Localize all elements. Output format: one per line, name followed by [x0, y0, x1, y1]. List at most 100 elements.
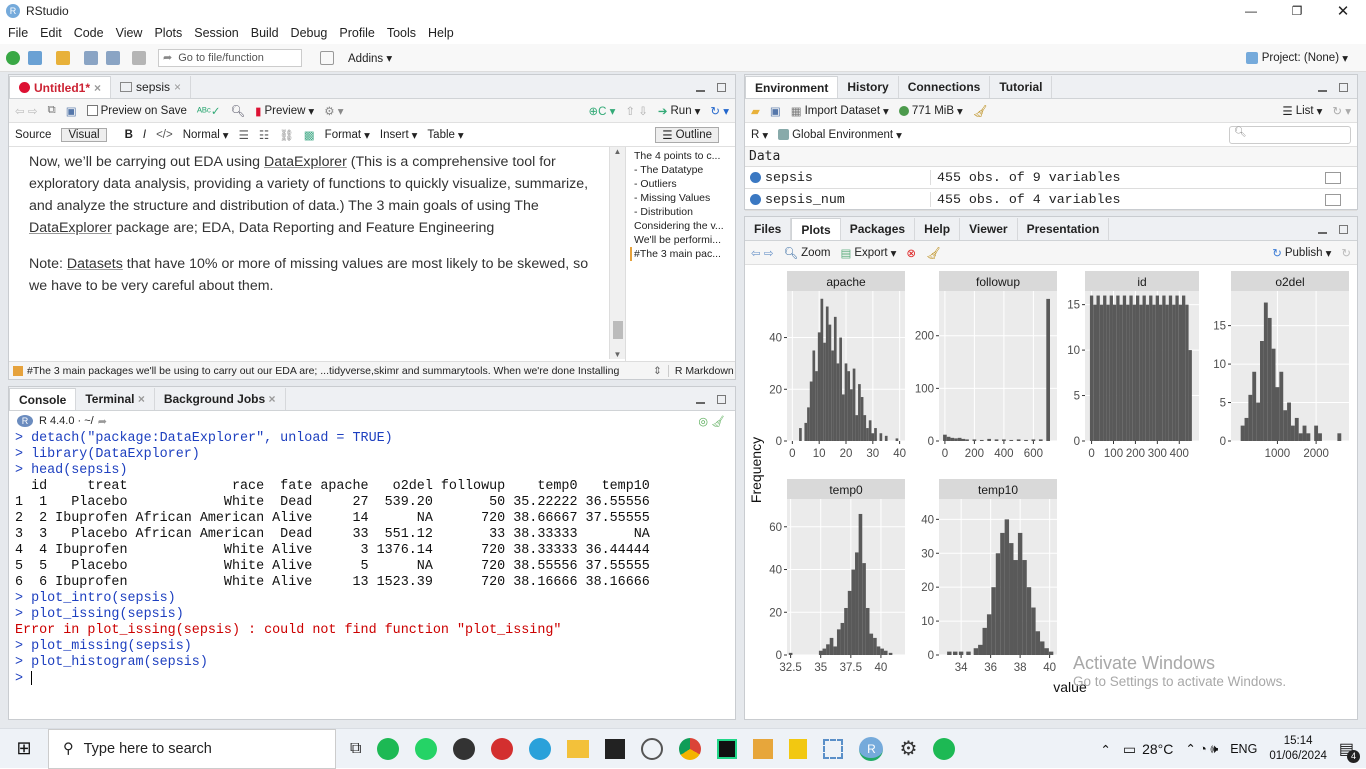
- memory-usage[interactable]: 771 MiB ▾: [898, 104, 963, 118]
- network-icon[interactable]: ⌃ ◔ 🕪︎: [1185, 742, 1219, 756]
- settings-gear-icon[interactable]: ⚙ ▾: [324, 105, 344, 118]
- clock-app-icon[interactable]: [641, 737, 664, 760]
- tab-history[interactable]: History: [838, 76, 899, 98]
- power-bi-icon[interactable]: [789, 738, 808, 759]
- format-menu[interactable]: Format ▾: [324, 128, 370, 142]
- outline-item[interactable]: #The 3 main pac...: [630, 247, 735, 261]
- visual-mode-button[interactable]: Visual: [61, 127, 107, 142]
- find-icon[interactable]: 🔍︎: [230, 105, 246, 118]
- link-icon[interactable]: ⛓: [279, 129, 294, 142]
- scroll-thumb[interactable]: [613, 321, 623, 339]
- whatsapp-icon[interactable]: [415, 737, 438, 760]
- outline-item[interactable]: - Distribution: [634, 206, 693, 218]
- menu-session[interactable]: Session: [194, 26, 239, 40]
- menu-help[interactable]: Help: [428, 26, 454, 40]
- maximize-pane-icon[interactable]: [717, 395, 726, 404]
- view-table-icon[interactable]: [1325, 171, 1341, 184]
- project-menu[interactable]: Project: (None) ▾: [1245, 51, 1348, 65]
- console-output[interactable]: > detach("package:DataExplorer", unload …: [9, 431, 735, 717]
- tab-viewer[interactable]: Viewer: [960, 218, 1018, 240]
- outline-button[interactable]: ☰ Outline: [655, 126, 719, 143]
- prev-plot-icon[interactable]: ⇦ ⇨: [751, 247, 774, 260]
- clear-plots-icon[interactable]: 🧹︎: [926, 247, 941, 260]
- code-button[interactable]: </>: [156, 128, 173, 141]
- outline-item[interactable]: - Missing Values: [634, 192, 711, 204]
- preview-button[interactable]: ▮ Preview ▾: [255, 104, 315, 118]
- menu-profile[interactable]: Profile: [339, 26, 375, 40]
- minimize-pane-icon[interactable]: [1318, 83, 1327, 92]
- clear-console-icon[interactable]: ◎ 🧹︎: [698, 415, 725, 428]
- tab-console[interactable]: Console: [9, 388, 77, 410]
- status-scroll-icon[interactable]: ⇕: [653, 364, 662, 377]
- expand-icon[interactable]: [750, 194, 761, 205]
- grid-layout-icon[interactable]: [320, 50, 334, 65]
- menu-debug[interactable]: Debug: [290, 26, 328, 40]
- clock[interactable]: 15:14 01/06/2024: [1269, 735, 1327, 762]
- tab-terminal[interactable]: Terminal ×: [76, 388, 155, 410]
- outline-item[interactable]: - The Datatype: [634, 164, 704, 176]
- menu-edit[interactable]: Edit: [40, 26, 62, 40]
- insert-chunk-icon[interactable]: ⊕C ▾: [588, 105, 616, 118]
- weather-widget[interactable]: ▭ 28°C: [1122, 740, 1174, 758]
- open-file-icon[interactable]: [56, 50, 70, 65]
- preview-on-save-checkbox[interactable]: Preview on Save: [86, 105, 187, 117]
- tray-overflow-icon[interactable]: ⌃: [1100, 742, 1111, 757]
- close-tab-icon[interactable]: ×: [174, 80, 182, 94]
- pdf-app-icon[interactable]: [491, 737, 514, 760]
- addins-dropdown[interactable]: Addins ▾: [348, 52, 393, 65]
- menu-code[interactable]: Code: [73, 26, 104, 40]
- save-all-icon[interactable]: [106, 50, 120, 65]
- bold-button[interactable]: B: [124, 128, 133, 141]
- app-puzzle-icon[interactable]: [753, 738, 774, 759]
- tab-help[interactable]: Help: [915, 218, 961, 240]
- environment-search-input[interactable]: 🔍︎: [1229, 125, 1351, 144]
- menu-build[interactable]: Build: [250, 26, 279, 40]
- input-language[interactable]: ENG: [1230, 742, 1258, 756]
- remove-plot-icon[interactable]: ⊗: [906, 247, 917, 260]
- scope-dropdown[interactable]: Global Environment ▾: [778, 128, 902, 142]
- goto-file-input[interactable]: ➦ Go to file/function: [158, 48, 302, 67]
- tab-background-jobs[interactable]: Background Jobs ×: [155, 388, 286, 410]
- outline-item[interactable]: Considering the v...: [634, 220, 724, 232]
- save-icon[interactable]: ▣: [65, 105, 77, 118]
- pycharm-icon[interactable]: [717, 738, 738, 759]
- zoom-button[interactable]: 🔍︎ Zoom: [783, 246, 831, 260]
- snipping-icon[interactable]: [823, 738, 844, 759]
- restore-icon[interactable]: ❐: [1291, 4, 1303, 18]
- settings-gear-icon[interactable]: ⚙: [899, 738, 918, 760]
- expand-icon[interactable]: [750, 172, 761, 183]
- minimize-pane-icon[interactable]: [696, 395, 705, 404]
- print-icon[interactable]: [132, 50, 146, 65]
- table-menu[interactable]: Table ▾: [427, 128, 464, 142]
- rerun-icon[interactable]: ↻ ▾: [710, 105, 729, 118]
- spotify-icon[interactable]: [933, 737, 956, 760]
- new-project-icon[interactable]: [28, 50, 42, 65]
- publish-button[interactable]: ↻ Publish ▾: [1272, 246, 1332, 260]
- load-workspace-icon[interactable]: ▰: [751, 105, 760, 118]
- editor-scrollbar[interactable]: ▲ ▼: [609, 147, 625, 359]
- menu-file[interactable]: File: [8, 26, 29, 40]
- notification-center-icon[interactable]: ▤ 4: [1339, 739, 1360, 763]
- maximize-pane-icon[interactable]: [1339, 83, 1348, 92]
- insert-menu[interactable]: Insert ▾: [379, 128, 418, 142]
- language-dropdown[interactable]: R ▾: [751, 128, 769, 142]
- file-explorer-icon[interactable]: [567, 739, 590, 758]
- save-icon[interactable]: [84, 50, 98, 65]
- tab-packages[interactable]: Packages: [841, 218, 916, 240]
- chrome-icon[interactable]: [679, 737, 702, 760]
- tab-presentation[interactable]: Presentation: [1018, 218, 1110, 240]
- style-dropdown[interactable]: Normal ▾: [182, 128, 229, 142]
- minimize-pane-icon[interactable]: [1318, 225, 1327, 234]
- list-view-dropdown[interactable]: ☰ List ▾: [1282, 104, 1323, 118]
- save-workspace-icon[interactable]: ▣: [769, 105, 781, 118]
- back-arrow-icon[interactable]: ⇦ ⇨: [15, 105, 38, 118]
- tab-connections[interactable]: Connections: [899, 76, 991, 98]
- numbered-list-icon[interactable]: ☷: [258, 129, 270, 142]
- sticky-notes-icon[interactable]: [605, 738, 626, 759]
- source-mode-button[interactable]: Source: [15, 128, 52, 141]
- tab-sepsis[interactable]: sepsis ×: [111, 76, 192, 98]
- outline-item[interactable]: - Outliers: [634, 178, 677, 190]
- outline-item[interactable]: We'll be performi...: [634, 234, 722, 246]
- clear-objects-icon[interactable]: 🧹︎: [972, 105, 988, 118]
- refresh-plot-icon[interactable]: ↻: [1341, 247, 1351, 260]
